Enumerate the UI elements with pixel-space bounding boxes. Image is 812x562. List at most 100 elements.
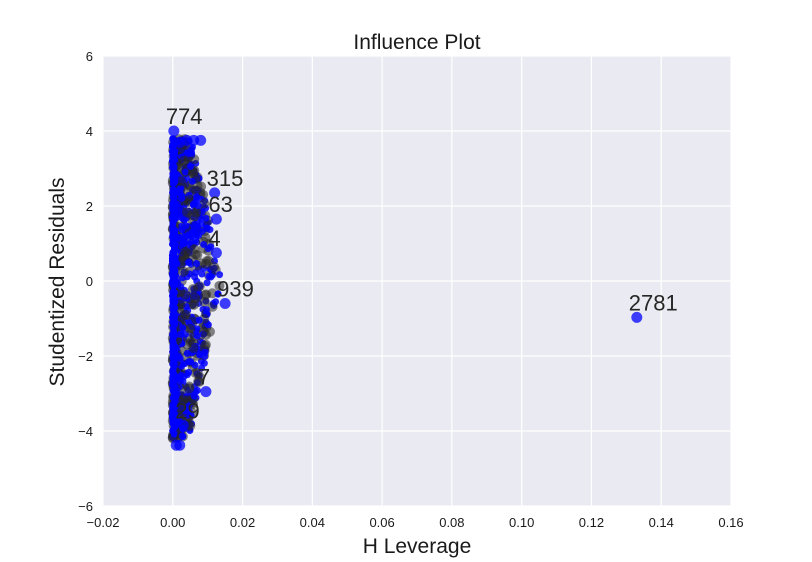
cloud-point <box>198 270 206 278</box>
cloud-point <box>178 432 186 440</box>
y-tick-label: 4 <box>86 124 93 139</box>
cloud-point <box>178 266 189 277</box>
x-tick-label: 0.06 <box>369 515 394 530</box>
cloud-point <box>170 387 177 394</box>
cloud-point <box>180 309 191 320</box>
point-label: 63 <box>208 192 232 217</box>
cloud-point <box>180 246 191 257</box>
x-tick-labels: −0.02 0.00 0.02 0.04 0.06 0.08 0.10 0.12 0.14 0.1… <box>87 515 744 530</box>
x-tick-label: 0.14 <box>649 515 674 530</box>
cloud-point <box>170 186 178 194</box>
cloud-point <box>193 193 201 201</box>
cloud-point <box>184 402 192 410</box>
cloud-point <box>170 150 178 157</box>
x-tick-label: 0.00 <box>160 515 185 530</box>
y-tick-label: 0 <box>86 274 93 289</box>
cloud-point <box>170 167 177 174</box>
cloud-point <box>171 332 178 340</box>
cloud-point <box>214 280 225 291</box>
cloud-point <box>171 415 179 423</box>
cloud-point <box>171 360 178 368</box>
data-point-13 <box>174 439 186 451</box>
cloud-point <box>170 236 178 243</box>
cloud-point <box>193 231 201 239</box>
data-point-6 <box>209 187 221 199</box>
cloud-point <box>176 330 184 338</box>
cloud-point <box>203 279 211 287</box>
cloud-point <box>202 306 210 314</box>
cloud-point <box>203 224 211 232</box>
cloud-point <box>169 135 176 142</box>
cloud-point <box>212 298 220 306</box>
point-label: 774 <box>166 104 203 129</box>
cloud-point <box>198 364 206 372</box>
cloud-point <box>171 216 179 223</box>
cloud-point <box>194 281 205 292</box>
cloud-point <box>170 327 177 334</box>
cloud-point <box>205 272 213 280</box>
cloud-point <box>181 168 189 176</box>
cloud-point <box>171 209 179 216</box>
cloud-point <box>177 283 185 291</box>
x-tick-label: 0.10 <box>509 515 534 530</box>
x-tick-label: 0.08 <box>439 515 464 530</box>
cloud-point <box>194 376 205 387</box>
data-point-8 <box>210 247 222 259</box>
data-point-7 <box>210 213 222 225</box>
cloud-point <box>170 430 178 438</box>
cloud-point <box>195 316 203 324</box>
cloud-point <box>185 368 193 376</box>
cloud-point <box>169 369 176 376</box>
data-point-11 <box>177 419 189 431</box>
cloud-point <box>188 299 199 310</box>
cloud-point <box>216 271 224 279</box>
cloud-point <box>214 290 222 298</box>
cloud-point <box>189 244 200 255</box>
point-label: 315 <box>207 166 244 191</box>
cloud-point <box>188 177 196 185</box>
data-point-5 <box>195 134 207 146</box>
cloud-point <box>170 382 177 389</box>
cloud-point <box>200 240 208 248</box>
cloud-point <box>201 348 209 356</box>
cloud-point <box>169 144 177 151</box>
cloud-point <box>169 306 177 314</box>
cloud-point <box>193 386 201 394</box>
cloud-point <box>192 268 200 276</box>
cloud-point <box>178 395 189 406</box>
y-axis-label: Studentized Residuals <box>46 178 69 387</box>
cloud-point <box>169 179 177 187</box>
x-tick-label: 0.16 <box>718 515 743 530</box>
cloud-point <box>185 358 193 366</box>
point-label: 939 <box>217 277 254 302</box>
point-label: 7 <box>198 365 210 390</box>
cloud-point <box>187 162 195 170</box>
y-tick-label: −2 <box>78 349 93 364</box>
cloud-point <box>203 255 214 266</box>
y-tick-label: −4 <box>78 424 93 439</box>
data-point-10 <box>200 386 212 398</box>
cloud-point <box>169 266 176 273</box>
cloud-point <box>180 289 191 300</box>
cloud-point <box>171 374 179 381</box>
cloud-point <box>176 377 184 385</box>
cloud-point <box>185 323 196 334</box>
cloud-point <box>171 226 179 234</box>
cloud-point <box>189 211 200 222</box>
cloud-point <box>171 282 178 289</box>
cloud-point <box>191 361 199 369</box>
y-tick-label: 2 <box>86 199 93 214</box>
cloud-point <box>199 198 210 209</box>
y-tick-label: −6 <box>78 499 93 514</box>
data-point-1 <box>168 125 180 137</box>
cloud-point <box>170 339 177 347</box>
cloud-point <box>207 243 215 251</box>
data-point-9 <box>219 298 231 309</box>
x-tick-label: −0.02 <box>87 515 120 530</box>
point-label: 2781 <box>629 290 678 315</box>
cloud-point <box>175 176 186 187</box>
cloud-point <box>171 318 179 326</box>
data-point-0 <box>631 311 643 323</box>
